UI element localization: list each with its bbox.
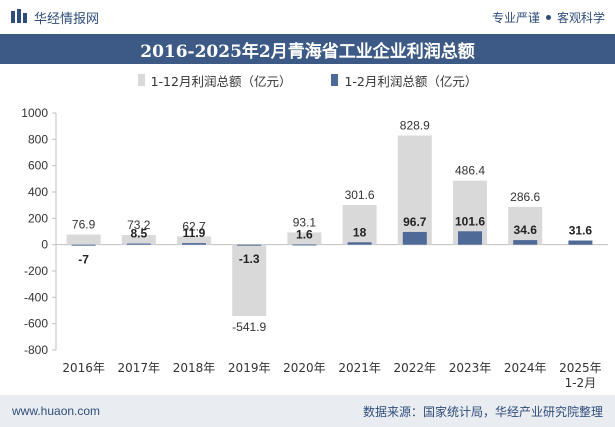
legend: 1-12月利润总额（亿元） 1-2月利润总额（亿元）: [0, 70, 615, 90]
bar-jan-feb: [237, 244, 262, 246]
bar-jan-feb: [513, 240, 538, 245]
x-tick-label: 2021年: [338, 361, 381, 375]
slogan: 专业严谨 客观科学: [492, 9, 605, 26]
x-tick-label: 2019年: [228, 361, 271, 375]
slogan-left: 专业严谨: [491, 10, 540, 25]
legend-label-full-year: 1-12月利润总额（亿元）: [150, 73, 292, 89]
data-label-jan-feb: -1.3: [239, 252, 260, 266]
bar-jan-feb: [182, 243, 206, 245]
y-tick-label: -600: [24, 317, 48, 331]
x-tick-label: 2017年: [118, 361, 161, 375]
data-label-full-year: 828.9: [400, 119, 430, 133]
legend-swatch-full-year: [137, 74, 145, 86]
legend-swatch-jan-feb: [331, 74, 339, 86]
bar-jan-feb: [71, 244, 96, 246]
data-label-full-year: -541.9: [232, 320, 266, 334]
bar-jan-feb: [347, 242, 372, 245]
x-tick-label: 2024年: [504, 361, 547, 375]
y-tick-label: 200: [28, 211, 48, 225]
y-tick-label: -200: [24, 264, 48, 278]
footer-url[interactable]: www.huaon.com: [12, 404, 101, 418]
data-label-jan-feb: 11.9: [183, 226, 206, 240]
footer: www.huaon.com 数据来源：国家统计局，华经产业研究院整理: [0, 395, 615, 427]
bar-chart: -800 -600 -400 -200 0 200 400 600 800 1000 2016年 76…: [21, 106, 608, 390]
data-label-full-year: 62.7: [182, 219, 206, 233]
data-label-full-year: 93.1: [293, 215, 317, 229]
data-label-jan-feb: 1.6: [296, 227, 313, 241]
x-tick-label: 2020年: [283, 361, 326, 375]
y-tick-label: 800: [28, 132, 48, 146]
brand: 华经情报网: [10, 8, 99, 27]
bar-full-year: [232, 244, 267, 317]
data-label-full-year: 286.6: [510, 190, 540, 204]
brand-name: 华经情报网: [34, 11, 100, 27]
data-label-jan-feb: 31.6: [569, 224, 593, 238]
x-tick-label: 2025年: [559, 361, 602, 375]
legend-label-jan-feb: 1-2月利润总额（亿元）: [344, 73, 478, 89]
data-label-full-year: 486.4: [455, 164, 485, 178]
chart-title: 2016-2025年2月青海省工业企业利润总额: [140, 41, 475, 62]
bar-jan-feb: [568, 240, 593, 245]
slogan-right: 客观科学: [556, 10, 605, 25]
data-label-full-year: 73.2: [127, 218, 151, 232]
legend-item-jan-feb: 1-2月利润总额（亿元）: [331, 70, 477, 90]
y-tick-label: -400: [24, 290, 48, 304]
bullet-dot-icon: [545, 14, 551, 20]
data-label-jan-feb: 34.6: [514, 223, 538, 237]
data-label-full-year: 76.9: [72, 218, 96, 232]
bar-full-year: [177, 236, 211, 245]
brand-logo-icon: [11, 9, 27, 23]
bar-full-year: [397, 135, 432, 245]
bar-full-year: [342, 204, 377, 245]
data-label-jan-feb: 96.7: [403, 215, 427, 229]
data-label-full-year: 301.6: [345, 188, 375, 202]
x-tick-label: 1-2月: [565, 376, 597, 390]
data-label-jan-feb: 18: [353, 225, 367, 239]
chart-title-bar: 2016-2025年2月青海省工业企业利润总额: [0, 34, 615, 64]
y-tick-label: 0: [41, 238, 48, 252]
data-label-jan-feb: 8.5: [130, 227, 147, 241]
bar-jan-feb: [292, 244, 317, 246]
bar-full-year: [121, 235, 156, 245]
x-tick-label: 2022年: [394, 361, 437, 375]
y-tick-label: 400: [28, 185, 48, 199]
bar-jan-feb: [402, 231, 427, 245]
bar-full-year: [508, 206, 543, 245]
x-tick-label: 2018年: [173, 361, 216, 375]
top-bar: 华经情报网 专业严谨 客观科学: [0, 0, 615, 34]
legend-item-full-year: 1-12月利润总额（亿元）: [137, 70, 292, 90]
y-tick-label: 600: [28, 159, 48, 173]
data-label-jan-feb: 101.6: [455, 214, 485, 228]
data-label-jan-feb: -7: [78, 253, 89, 267]
x-tick-label: 2016年: [62, 361, 105, 375]
bar-jan-feb: [126, 243, 151, 245]
x-tick-label: 2023年: [449, 361, 492, 375]
footer-source: 数据来源：国家统计局，华经产业研究院整理: [362, 404, 603, 419]
bar-jan-feb: [458, 231, 482, 245]
bar-full-year: [66, 234, 101, 245]
bar-full-year: [287, 232, 322, 245]
y-tick-label: 1000: [21, 106, 48, 120]
y-tick-label: -800: [24, 343, 48, 357]
